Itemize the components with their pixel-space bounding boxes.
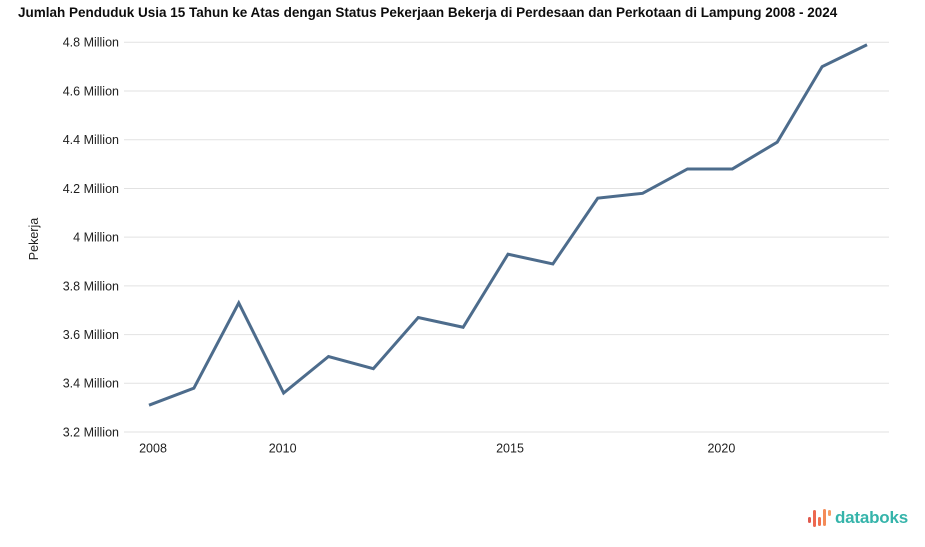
x-axis-tick-labels: 2008 2010 2015 2020 [139, 442, 735, 456]
series-line [148, 43, 868, 407]
chart-title: Jumlah Penduduk Usia 15 Tahun ke Atas de… [18, 5, 838, 20]
x-tick-label: 2008 [139, 442, 167, 456]
y-axis-title: Pekerja [27, 218, 41, 260]
y-tick-label: 4.6 Million [63, 84, 119, 98]
y-tick-label: 3.8 Million [63, 279, 119, 293]
y-tick-label: 3.4 Million [63, 377, 119, 391]
databoks-bars-icon [807, 506, 831, 530]
y-axis-tick-labels: 4.8 Million 4.6 Million 4.4 Million 4.2 Mil… [63, 36, 119, 440]
y-tick-label: 4 Million [73, 231, 119, 245]
x-tick-label: 2010 [269, 442, 297, 456]
y-tick-label: 4.2 Million [63, 182, 119, 196]
y-tick-label: 4.8 Million [63, 36, 119, 50]
databoks-logo[interactable]: databoks [807, 504, 908, 532]
x-tick-label: 2015 [496, 442, 524, 456]
y-tick-label: 3.2 Million [63, 425, 119, 439]
gridlines [124, 41, 889, 433]
databoks-wordmark: databoks [834, 508, 908, 527]
y-tick-label: 4.4 Million [63, 133, 119, 147]
x-tick-label: 2020 [707, 442, 735, 456]
y-tick-label: 3.6 Million [63, 328, 119, 342]
